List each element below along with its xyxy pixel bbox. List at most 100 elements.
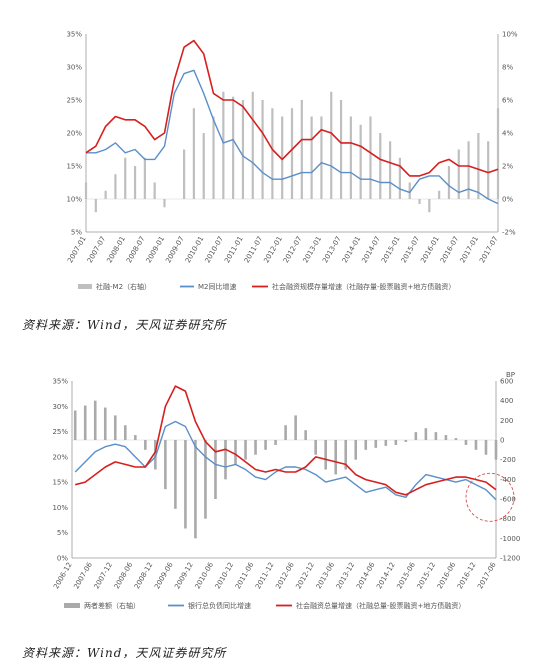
x-tick-label: 2008-12 — [133, 561, 155, 590]
bar — [330, 91, 333, 199]
x-tick-label: 2011-07 — [243, 235, 265, 264]
bar — [374, 440, 378, 448]
x-tick-label: 2012-07 — [282, 235, 304, 264]
x-tick-label: 2017-01 — [459, 235, 481, 264]
right-tick-label: -200 — [500, 456, 516, 464]
right-axis-title: BP — [506, 371, 515, 379]
left-tick-label: 30% — [66, 64, 82, 72]
legend-label: 社融-M2（右轴） — [96, 282, 151, 291]
x-tick-label: 2009-12 — [173, 561, 195, 590]
bar — [359, 124, 362, 199]
x-tick-label: 2007-01 — [66, 235, 88, 264]
bar — [496, 108, 500, 199]
bar — [114, 174, 117, 199]
bar — [494, 440, 498, 460]
x-tick-label: 2017-07 — [478, 235, 500, 264]
bar — [133, 166, 137, 199]
x-tick-label: 2007-07 — [86, 235, 108, 264]
x-tick-label: 2016-07 — [439, 235, 461, 264]
bar-series — [73, 400, 498, 539]
bar — [388, 141, 392, 199]
bar — [447, 166, 451, 199]
bar — [379, 133, 382, 199]
right-tick-label: 4% — [502, 130, 513, 138]
bar — [369, 116, 372, 199]
x-tick-label: 2010-01 — [184, 235, 206, 264]
bar — [434, 432, 438, 440]
bar — [384, 440, 388, 446]
bar — [300, 100, 303, 199]
bar — [418, 199, 421, 204]
x-tick-label: 2011-01 — [223, 235, 245, 264]
right-tick-label: 6% — [502, 97, 513, 105]
left-tick-label: 15% — [66, 163, 82, 171]
left-tick-label: 25% — [66, 97, 82, 105]
x-tick-label: 2010-06 — [194, 561, 216, 591]
bar — [424, 428, 428, 440]
bar — [124, 425, 127, 440]
legend-label: 社会融资规模存量增速（社融存量-股票融资+地方债融资） — [272, 282, 455, 291]
right-tick-label: 400 — [500, 397, 513, 405]
bar — [134, 435, 137, 440]
x-tick-label: 2006-12 — [52, 561, 74, 590]
bar — [124, 157, 127, 199]
bar — [454, 438, 458, 440]
right-tick-label: -400 — [500, 476, 516, 484]
bar — [457, 149, 460, 199]
x-tick-label: 2015-07 — [400, 235, 422, 264]
bar — [414, 432, 418, 440]
bar — [281, 116, 284, 199]
bar — [224, 440, 227, 480]
x-tick-label: 2015-06 — [395, 561, 417, 591]
series-line-2 — [85, 39, 499, 177]
x-tick-label: 2012-06 — [274, 561, 296, 591]
bar — [294, 415, 297, 440]
bar — [194, 440, 197, 539]
x-tick-label: 2012-12 — [294, 561, 316, 590]
bar — [254, 440, 257, 455]
bar — [113, 415, 117, 440]
bar — [244, 440, 247, 460]
x-tick-label: 2017-06 — [476, 561, 498, 591]
bar — [264, 440, 267, 450]
bar — [464, 440, 468, 445]
x-tick-label: 2009-06 — [153, 561, 175, 591]
legend-label: 银行总负债同比增速 — [188, 601, 251, 610]
right-tick-label: 600 — [500, 378, 513, 386]
bar-series — [84, 91, 500, 213]
bar — [94, 199, 97, 213]
bar — [192, 108, 196, 199]
left-tick-label: 0% — [57, 555, 68, 563]
left-tick-label: 25% — [52, 428, 68, 436]
x-tick-label: 2016-01 — [419, 235, 441, 264]
bar — [261, 100, 264, 199]
bar — [222, 91, 225, 199]
bar — [274, 440, 277, 445]
bar — [163, 199, 166, 208]
bar — [184, 440, 187, 529]
right-tick-label: -800 — [500, 515, 516, 523]
bar — [154, 440, 157, 470]
x-tick-label: 2014-01 — [341, 235, 363, 264]
x-tick-label: 2013-12 — [335, 561, 357, 590]
left-tick-label: 35% — [52, 378, 68, 386]
bar — [344, 440, 348, 470]
bar — [444, 435, 448, 440]
bar — [314, 440, 317, 455]
bar — [408, 182, 411, 199]
bar — [144, 440, 147, 450]
left-tick-label: 15% — [52, 479, 68, 487]
x-tick-label: 2008-01 — [105, 235, 127, 264]
right-tick-label: 8% — [502, 64, 513, 72]
left-tick-label: 10% — [52, 504, 68, 512]
x-tick-label: 2016-12 — [456, 561, 478, 590]
x-tick-label: 2014-06 — [355, 561, 377, 591]
bar — [143, 157, 146, 199]
bar — [153, 182, 156, 199]
bar — [467, 141, 470, 199]
right-tick-label: 200 — [500, 417, 513, 425]
bar — [354, 440, 358, 460]
bar — [241, 100, 245, 199]
bar — [73, 410, 77, 440]
bar — [103, 407, 107, 440]
